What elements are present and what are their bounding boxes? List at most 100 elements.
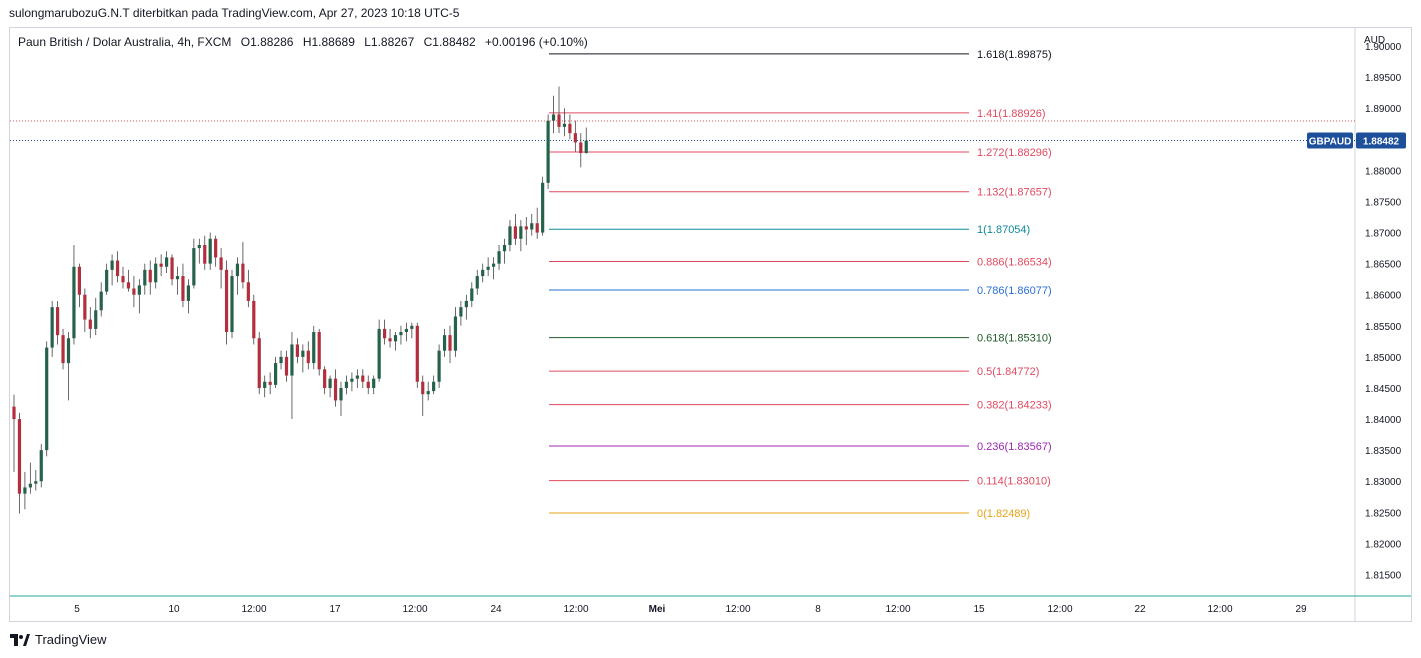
candle-body [132,288,136,295]
candle-body [562,123,567,127]
candle-body [388,338,392,342]
time-tick-label: 12:00 [563,604,588,615]
candle-body [268,381,272,385]
candle-body [459,307,463,317]
candle-body [224,269,229,333]
time-tick-label: 8 [815,604,821,615]
candle-body [77,266,81,295]
candle-body [148,269,152,283]
symbol-info: Paun British / Dolar Australia, 4h, FXCM… [18,35,588,49]
candle-body [344,381,349,388]
candle-body [541,182,545,233]
candle-body [61,335,65,364]
candle-body [94,310,98,329]
candle-body [568,123,572,134]
candle-body [508,226,512,245]
candle-body [165,257,169,267]
candle-body [470,288,474,301]
time-tick-label: 5 [74,604,80,615]
candle-body [72,266,76,339]
footer: TradingView [10,632,107,647]
candle-body [513,226,517,239]
fib-level-label: 0.5(1.84772) [977,366,1039,378]
candle-body [83,294,87,320]
ohlc-low: L1.88267 [364,35,414,49]
candle-body [39,450,43,482]
candle-body [415,325,419,382]
candle-body [519,226,523,239]
candle-body [12,406,16,420]
candle-body [279,356,283,364]
candle-body [584,140,588,153]
candle-body [328,378,332,388]
ohlc-high: H1.88689 [303,35,355,49]
fib-level-label: 1.41(1.88926) [977,108,1046,120]
fib-level-label: 1(1.87054) [977,224,1030,236]
time-tick-label: 12:00 [1047,604,1072,615]
price-tick-label: 1.86500 [1365,260,1402,271]
candle-body [573,133,577,143]
candle-body [355,375,359,379]
fibonacci-extension-levels[interactable]: 1.618(1.89875) 1.41(1.88926) 1.272(1.88296… [549,49,1052,520]
candle-body [246,282,250,301]
candle-body [323,369,327,388]
candle-body [23,487,27,494]
candle-body [350,378,354,382]
candle-body [546,120,550,183]
candle-body [121,276,125,283]
candle-body [257,338,261,388]
candle-body [530,223,534,230]
price-tick-label: 1.89500 [1365,73,1402,84]
candle-body [432,381,436,392]
candle-body [535,223,539,233]
candle-body [437,350,441,382]
candle-body [263,381,267,388]
price-tick-label: 1.82500 [1365,508,1402,519]
footer-brand[interactable]: TradingView [35,632,107,647]
time-tick-label: 12:00 [725,604,750,615]
price-badge [1356,132,1406,149]
time-tick-label: 17 [329,604,341,615]
time-tick-label: 10 [168,604,180,615]
price-tick-label: 1.87500 [1365,197,1402,208]
fib-level-label: 0.114(1.83010) [977,476,1051,488]
candle-body [486,266,490,270]
time-tick-label: 22 [1134,604,1146,615]
candle-body [252,300,256,339]
tradingview-logo-icon[interactable] [10,633,30,646]
time-tick-label: 15 [973,604,985,615]
candle-body [492,263,496,267]
symbol-badge [1307,132,1353,149]
candle-body [295,344,299,357]
candle-body [372,378,376,388]
price-tick-label: 1.84000 [1365,415,1402,426]
candle-body [448,335,452,351]
candle-body [181,276,185,301]
currency-label: AUD [1364,35,1385,46]
candle-body [284,356,289,376]
fib-level-label: 0.786(1.86077) [977,285,1052,297]
symbol-badge-label: GBPAUD [1309,136,1352,147]
price-tick-label: 1.83000 [1365,477,1402,488]
candle-body [208,238,212,264]
candle-body [317,332,321,370]
candle-body [17,419,22,494]
time-tick-label: 12:00 [885,604,910,615]
candle-body [192,248,196,286]
candle-body [274,363,278,385]
publish-attribution: sulongmarubozuG.N.T diterbitkan pada Tra… [9,6,460,20]
ohlc-change: +0.00196 (+0.10%) [485,35,588,49]
candle-body [159,263,163,267]
price-tick-label: 1.85500 [1365,322,1402,333]
candle-body [110,260,114,270]
candle-body [393,335,398,342]
price-tick-label: 1.85000 [1365,353,1402,364]
time-tick-label: 29 [1295,604,1307,615]
candle-body [175,276,180,280]
candle-body [115,260,120,277]
price-tick-label: 1.84500 [1365,384,1402,395]
chart-frame[interactable] [9,27,1412,622]
ohlc-open: O1.88286 [241,35,294,49]
fib-level-label: 0(1.82489) [977,508,1030,520]
